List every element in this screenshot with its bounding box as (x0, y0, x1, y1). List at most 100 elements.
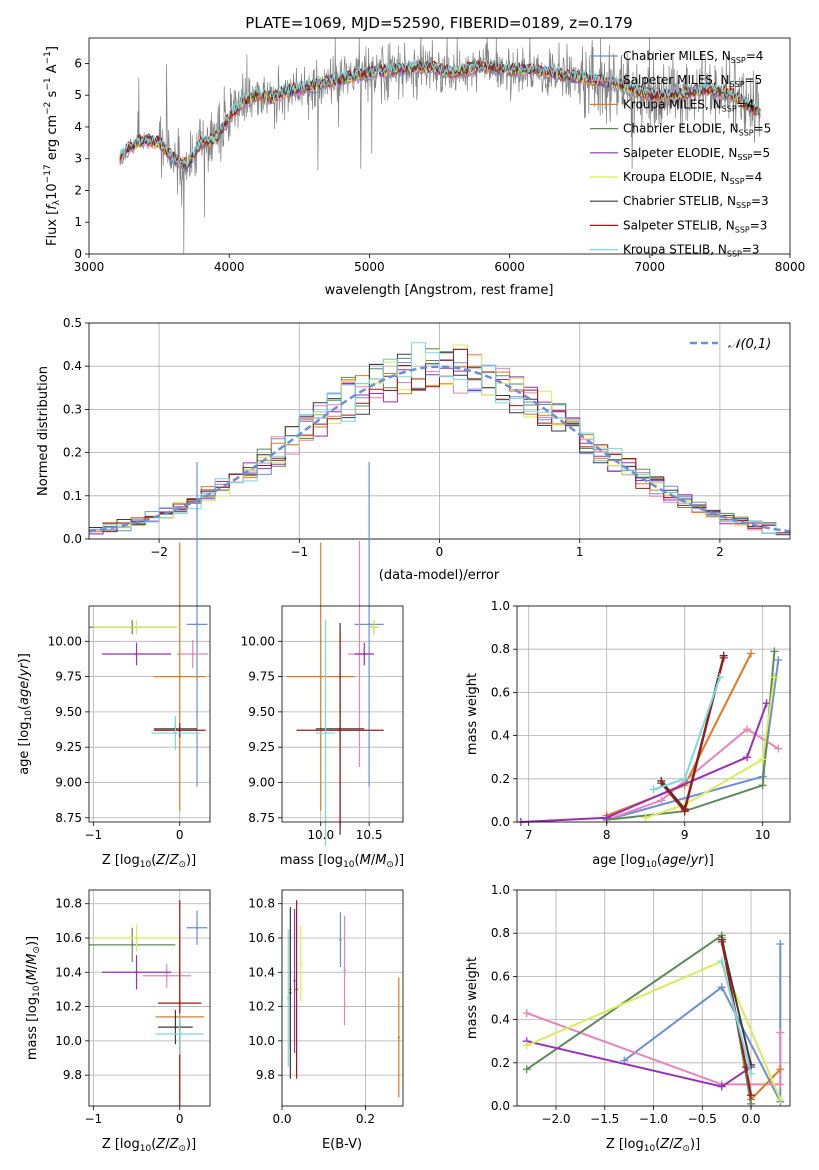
weight-line (526, 1012, 782, 1086)
y-tick-label: 9.50 (248, 705, 275, 719)
weight-marker (776, 940, 785, 948)
x-tick-label: −2 (150, 545, 168, 559)
y-tick-label: 9.25 (55, 740, 82, 754)
age-vs-Z-panel: −1 0 8.75 9.00 9.25 9.50 9.75 10.00 Z [log10(Z/… (17, 462, 211, 870)
y-tick-label: 9.75 (248, 670, 275, 684)
data-point (178, 1001, 181, 1005)
y-tick-label: 9.50 (55, 705, 82, 719)
x-tick-label: 10 (755, 828, 770, 842)
weight-marker (770, 647, 779, 656)
weight-marker (747, 1069, 755, 1078)
x-tick-label: 8000 (775, 260, 806, 274)
y-tick-label: 1.0 (491, 883, 510, 897)
y-tick-label: 0 (74, 247, 82, 261)
data-point (397, 1036, 401, 1039)
data-point (295, 988, 298, 991)
mass-vs-EBV-panel: 0.0 0.2 9.8 10.0 10.2 10.4 10.6 10.8 E(B-V) (248, 889, 404, 1152)
legend-label: Salpeter STELIB, NSSP=3 (623, 218, 767, 234)
age-vs-mass-xlabel: mass [log10(M/M⊙)] (280, 853, 404, 870)
x-tick-label: 0 (176, 828, 184, 842)
y-tick-label: 10.6 (55, 931, 82, 945)
weight-line (645, 677, 776, 819)
y-tick-label: 0.6 (491, 685, 510, 699)
y-tick-label: 0.4 (491, 1013, 510, 1027)
normal-curve (88, 365, 791, 533)
data-point (178, 1032, 181, 1036)
data-point (363, 652, 366, 656)
weight-line (606, 653, 752, 817)
weight-marker (747, 1091, 755, 1100)
y-tick-label: 0.8 (491, 642, 510, 656)
data-point (174, 731, 177, 735)
x-tick-label: 10.5 (356, 828, 383, 842)
y-tick-label: 10.8 (248, 897, 275, 911)
y-tick-label: 10.4 (55, 965, 82, 979)
weight-marker (522, 1065, 531, 1074)
data-point (195, 926, 199, 929)
weight-marker (747, 649, 755, 658)
y-tick-label: 10.4 (248, 965, 275, 979)
data-point (135, 971, 138, 974)
y-tick-label: 6 (74, 56, 82, 70)
x-tick-label: 0.2 (356, 1112, 375, 1126)
weight-marker (776, 1095, 785, 1104)
y-tick-label: 8.75 (248, 811, 275, 825)
y-tick-label: 10.2 (248, 1000, 275, 1014)
legend-label: Chabrier ELODIE, NSSP=5 (623, 122, 771, 138)
spectrum-title: PLATE=1069, MJD=52590, FIBERID=0189, z=0… (245, 14, 632, 32)
x-tick-label: 0 (436, 545, 444, 559)
data-point (299, 962, 302, 965)
data-point (131, 943, 134, 947)
x-tick-label: −1.5 (590, 1112, 619, 1126)
y-tick-label: 0.6 (491, 969, 510, 983)
weight-marker (522, 1041, 531, 1050)
weight-line (720, 961, 752, 1074)
x-tick-label: 9 (681, 828, 689, 842)
x-tick-label: 4000 (214, 260, 245, 274)
y-tick-label: 1.0 (491, 599, 510, 613)
y-tick-label: 5 (74, 88, 82, 102)
data-point (338, 729, 342, 732)
weight-line (606, 727, 779, 821)
spectrum-panel: PLATE=1069, MJD=52590, FIBERID=0189, z=0… (43, 14, 805, 298)
weight-marker (717, 937, 726, 946)
x-tick-label: −2.0 (541, 1112, 570, 1126)
data-point (343, 969, 346, 972)
y-tick-label: 10.00 (241, 634, 275, 648)
residuals-legend: 𝒩(0,1) (690, 337, 771, 352)
model-fit-line (119, 58, 761, 169)
mass-vs-Z-frame (88, 889, 211, 1107)
x-tick-label: −0.5 (688, 1112, 717, 1126)
data-point (178, 675, 181, 678)
mass-vs-EBV-xlabel: E(B-V) (322, 1137, 362, 1152)
x-tick-label: 10.0 (307, 828, 334, 842)
data-point (135, 652, 138, 656)
weight-marker (774, 744, 783, 753)
age-vs-mass-frame (281, 605, 404, 823)
model-fit-line (119, 57, 761, 168)
spectrum-ylabel: Flux [fλ10−17 erg cm−2 s−1 A−1] (43, 46, 62, 246)
data-point (195, 623, 199, 626)
y-tick-label: 0.4 (491, 729, 510, 743)
x-tick-label: 0.0 (741, 1112, 760, 1126)
x-tick-label: −1 (84, 828, 102, 842)
weight-marker (657, 796, 666, 805)
data-point (165, 974, 168, 977)
age-vs-Z-frame (88, 605, 211, 823)
weight-line (720, 939, 752, 1066)
x-tick-label: 3000 (74, 260, 105, 274)
weight-line (660, 655, 725, 812)
spectrum-frame (88, 37, 791, 255)
weight-marker (774, 656, 783, 664)
data-point (135, 936, 138, 940)
x-tick-label: 8 (603, 828, 611, 842)
y-tick-label: 10.2 (55, 1000, 82, 1014)
legend-label: Salpeter MILES, NSSP=5 (623, 73, 762, 89)
weight-marker (522, 1009, 531, 1018)
weight-marker (743, 753, 752, 762)
residuals-xlabel: (data-model)/error (379, 568, 500, 583)
legend-label: Salpeter ELODIE, NSSP=5 (623, 146, 770, 162)
massweight-vs-Z-ylabel: mass weight (465, 957, 480, 1039)
y-tick-label: 0.2 (63, 446, 82, 460)
